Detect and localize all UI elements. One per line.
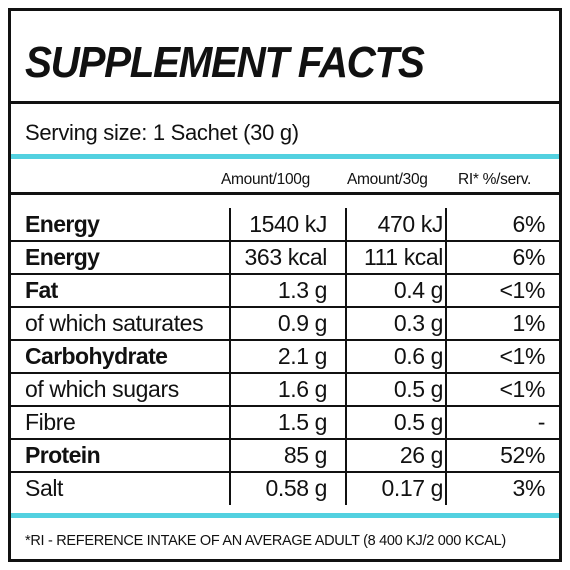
amount-per-serving: 470 kJ — [377, 211, 444, 237]
amount-per-serving: 0.3 g — [393, 310, 444, 336]
amount-per-100g: 1.3 g — [277, 277, 328, 303]
column-separator — [445, 208, 447, 241]
reference-intake-percent: 1% — [512, 310, 546, 336]
column-separator — [445, 472, 447, 505]
column-separator — [345, 439, 347, 472]
row-divider — [11, 405, 559, 407]
column-separator — [445, 373, 447, 406]
nutrient-row: Fibre 1.5 g 0.5 g - — [11, 406, 559, 440]
reference-intake-percent: <1% — [499, 343, 546, 369]
amount-per-100g: 1.5 g — [277, 409, 328, 435]
nutrient-name: Carbohydrate — [25, 343, 168, 369]
column-header-per-serving: Amount/30g — [347, 171, 428, 188]
header-divider — [11, 192, 559, 195]
reference-intake-percent: 3% — [512, 475, 546, 501]
nutrient-row: Salt 0.58 g 0.17 g 3% — [11, 472, 559, 505]
reference-intake-percent: <1% — [499, 277, 546, 303]
nutrient-name: of which saturates — [25, 310, 204, 336]
row-divider — [11, 306, 559, 308]
column-header-per-100g: Amount/100g — [221, 171, 310, 188]
nutrient-row: of which sugars 1.6 g 0.5 g <1% — [11, 373, 559, 407]
amount-per-100g: 2.1 g — [277, 343, 328, 369]
amount-per-serving: 26 g — [399, 442, 444, 468]
column-separator — [229, 439, 231, 472]
nutrient-row: Energy 363 kcal 111 kcal 6% — [11, 241, 559, 275]
footnote: *RI - REFERENCE INTAKE OF AN AVERAGE ADU… — [25, 533, 506, 549]
nutrient-name: Fat — [25, 277, 58, 303]
nutrient-name: Fibre — [25, 409, 76, 435]
serving-divider — [11, 154, 559, 159]
column-separator — [345, 340, 347, 373]
column-separator — [445, 307, 447, 340]
amount-per-100g: 1.6 g — [277, 376, 328, 402]
row-divider — [11, 438, 559, 440]
column-separator — [445, 241, 447, 274]
reference-intake-percent: <1% — [499, 376, 546, 402]
amount-per-serving: 0.17 g — [381, 475, 443, 501]
nutrient-name: Energy — [25, 244, 100, 270]
column-separator — [229, 373, 231, 406]
row-divider — [11, 240, 559, 242]
amount-per-100g: 0.58 g — [265, 475, 327, 501]
amount-per-100g: 1540 kJ — [249, 211, 327, 237]
column-separator — [445, 406, 447, 439]
nutrient-row: of which saturates 0.9 g 0.3 g 1% — [11, 307, 559, 341]
column-separator — [229, 472, 231, 505]
column-separator — [345, 208, 347, 241]
column-separator — [345, 241, 347, 274]
reference-intake-percent: 6% — [512, 244, 546, 270]
amount-per-serving: 0.6 g — [393, 343, 444, 369]
panel-title: SUPPLEMENT FACTS — [25, 38, 425, 87]
amount-per-serving: 0.4 g — [393, 277, 444, 303]
nutrient-name: of which sugars — [25, 376, 179, 402]
reference-intake-percent: - — [537, 409, 546, 435]
row-divider — [11, 339, 559, 341]
nutrient-name: Energy — [25, 211, 100, 237]
column-separator — [229, 406, 231, 439]
column-separator — [345, 307, 347, 340]
reference-intake-percent: 52% — [500, 442, 545, 468]
nutrient-row: Energy 1540 kJ 470 kJ 6% — [11, 208, 559, 242]
column-separator — [345, 406, 347, 439]
column-separator — [345, 373, 347, 406]
amount-per-100g: 85 g — [283, 442, 328, 468]
row-divider — [11, 471, 559, 473]
serving-size: Serving size: 1 Sachet (30 g) — [25, 120, 299, 145]
column-separator — [445, 340, 447, 373]
column-separator — [229, 274, 231, 307]
amount-per-100g: 363 kcal — [244, 244, 328, 270]
column-separator — [229, 208, 231, 241]
nutrient-row: Fat 1.3 g 0.4 g <1% — [11, 274, 559, 308]
nutrient-name: Protein — [25, 442, 101, 468]
row-divider — [11, 372, 559, 374]
column-separator — [229, 241, 231, 274]
column-separator — [445, 274, 447, 307]
nutrient-row: Protein 85 g 26 g 52% — [11, 439, 559, 473]
column-separator — [345, 274, 347, 307]
footer-divider — [11, 513, 559, 518]
title-divider — [11, 101, 559, 104]
amount-per-serving: 0.5 g — [393, 376, 444, 402]
amount-per-serving: 0.5 g — [393, 409, 444, 435]
nutrient-name: Salt — [25, 475, 64, 501]
column-separator — [445, 439, 447, 472]
column-header-ri: RI* %/serv. — [458, 171, 532, 188]
amount-per-100g: 0.9 g — [277, 310, 328, 336]
row-divider — [11, 273, 559, 275]
nutrient-row: Carbohydrate 2.1 g 0.6 g <1% — [11, 340, 559, 374]
column-separator — [229, 340, 231, 373]
amount-per-serving: 111 kcal — [363, 244, 443, 270]
reference-intake-percent: 6% — [512, 211, 546, 237]
column-separator — [345, 472, 347, 505]
supplement-facts-panel: SUPPLEMENT FACTS Serving size: 1 Sachet … — [8, 8, 562, 562]
column-separator — [229, 307, 231, 340]
